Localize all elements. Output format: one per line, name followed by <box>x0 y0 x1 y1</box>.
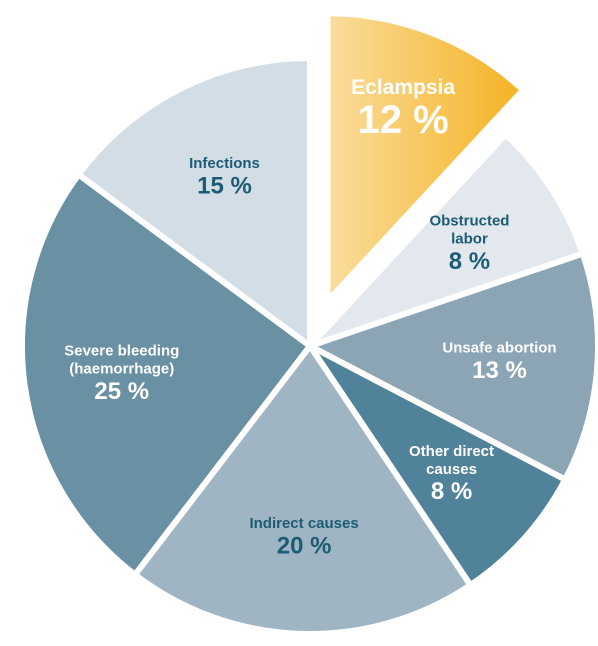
slice-label: Unsafe abortion <box>442 340 556 357</box>
slice-label: (haemorrhage) <box>69 360 174 377</box>
slice-value: 8 % <box>431 478 472 505</box>
pie-slice <box>307 343 569 589</box>
slice-value: 20 % <box>277 532 332 559</box>
slice-value: 12 % <box>358 98 449 142</box>
slice-value: 8 % <box>449 248 490 275</box>
slice-value: 25 % <box>94 378 149 405</box>
slice-shine <box>327 13 524 302</box>
slice-label: Eclampsia <box>351 76 455 99</box>
slice-label: Obstructed <box>429 213 509 230</box>
slice-value: 13 % <box>472 357 527 384</box>
slice-label: Other direct <box>409 443 494 460</box>
pie-slice <box>307 131 586 349</box>
pie-slice <box>19 171 313 578</box>
slice-value: 15 % <box>197 173 252 200</box>
pie-slice <box>131 343 474 637</box>
slice-label: causes <box>426 461 477 478</box>
slice-label: Infections <box>189 155 260 172</box>
pie-slice <box>307 250 598 483</box>
slice-label: labor <box>451 231 488 248</box>
slice-label: Severe bleeding <box>64 342 179 359</box>
slice-label: Indirect causes <box>249 515 358 532</box>
pie-slice <box>75 55 313 349</box>
